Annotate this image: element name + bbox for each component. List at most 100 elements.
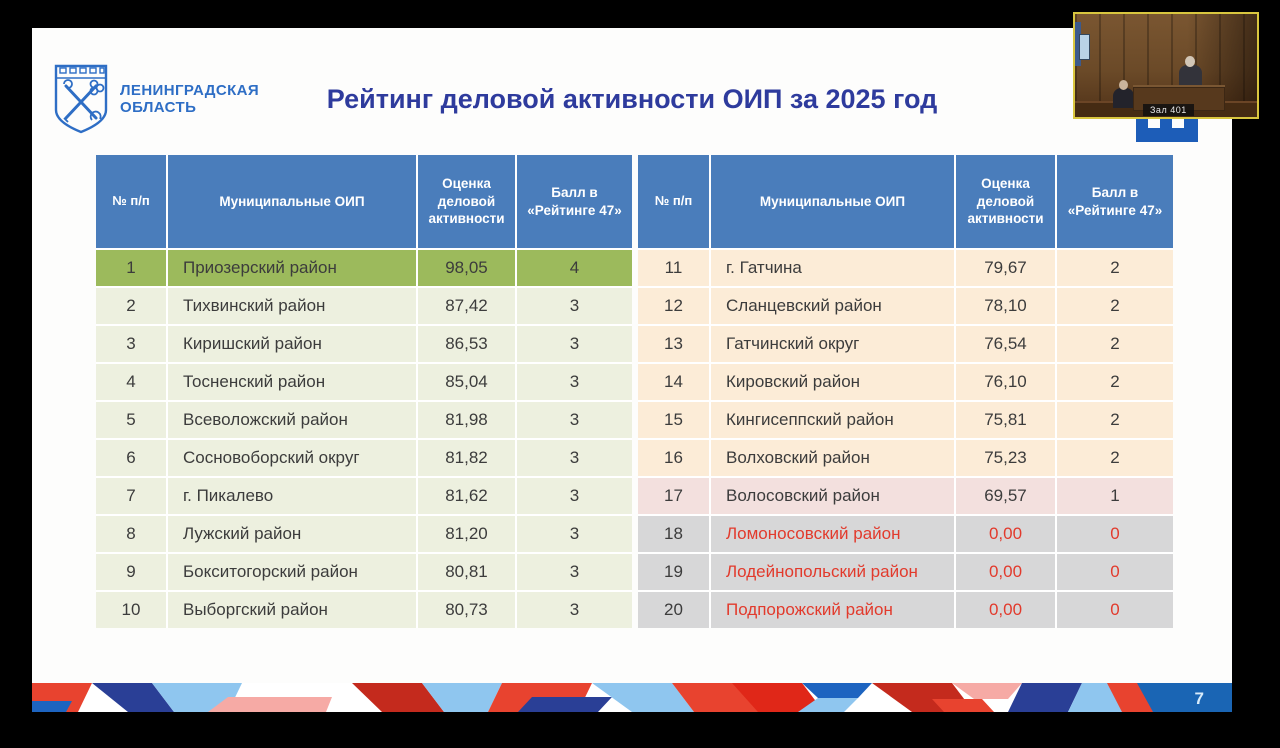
row-points: 3 (517, 516, 632, 552)
row-rank: 19 (638, 554, 709, 590)
row-score: 80,81 (418, 554, 515, 590)
row-rank: 13 (638, 326, 709, 362)
row-points: 3 (517, 326, 632, 362)
row-points: 0 (1057, 516, 1173, 552)
row-name: Тихвинский район (168, 288, 416, 324)
row-score: 86,53 (418, 326, 515, 362)
row-score: 0,00 (956, 554, 1055, 590)
row-score: 81,20 (418, 516, 515, 552)
row-points: 4 (517, 250, 632, 286)
row-name: Выборгский район (168, 592, 416, 628)
row-score: 85,04 (418, 364, 515, 400)
row-score: 81,82 (418, 440, 515, 476)
speaker-figure-head (1185, 56, 1195, 67)
column-header: Балл в «Рейтинге 47» (517, 155, 632, 248)
column-header: № п/п (638, 155, 709, 248)
hall-banner (1075, 22, 1081, 66)
row-name: Ломоносовский район (711, 516, 954, 552)
row-rank: 3 (96, 326, 166, 362)
rating-table-left: № п/п Муниципальные ОИП Оценка деловой акт… (96, 155, 632, 628)
row-rank: 8 (96, 516, 166, 552)
speaker-video-tile[interactable]: Зал 401 (1073, 12, 1259, 119)
row-score: 75,81 (956, 402, 1055, 438)
row-rank: 15 (638, 402, 709, 438)
row-rank: 14 (638, 364, 709, 400)
presentation-slide: ЛЕНИНГРАДСКАЯ ОБЛАСТЬ Рейтинг деловой ак… (32, 28, 1232, 712)
row-name: Волосовский район (711, 478, 954, 514)
column-header: Оценка деловой активности (418, 155, 515, 248)
row-rank: 17 (638, 478, 709, 514)
row-score: 0,00 (956, 516, 1055, 552)
row-points: 3 (517, 364, 632, 400)
row-score: 98,05 (418, 250, 515, 286)
row-points: 2 (1057, 288, 1173, 324)
row-points: 0 (1057, 592, 1173, 628)
row-rank: 6 (96, 440, 166, 476)
row-score: 78,10 (956, 288, 1055, 324)
row-name: Гатчинский округ (711, 326, 954, 362)
row-score: 81,62 (418, 478, 515, 514)
row-rank: 18 (638, 516, 709, 552)
row-score: 80,73 (418, 592, 515, 628)
row-points: 3 (517, 288, 632, 324)
row-points: 3 (517, 554, 632, 590)
row-rank: 2 (96, 288, 166, 324)
seated-participant-head (1119, 80, 1128, 90)
region-logo: ЛЕНИНГРАДСКАЯ ОБЛАСТЬ (54, 64, 259, 134)
row-points: 2 (1057, 440, 1173, 476)
row-name: Волховский район (711, 440, 954, 476)
row-rank: 11 (638, 250, 709, 286)
page-number: 7 (1194, 689, 1204, 708)
fortress-icon (1136, 119, 1198, 142)
row-score: 75,23 (956, 440, 1055, 476)
seated-participant (1113, 88, 1134, 108)
hall-screen (1079, 34, 1090, 60)
slide-title: Рейтинг деловой активности ОИП за 2025 г… (326, 84, 938, 114)
column-header: Муниципальные ОИП (168, 155, 416, 248)
row-rank: 5 (96, 402, 166, 438)
row-name: Киришский район (168, 326, 416, 362)
row-points: 3 (517, 402, 632, 438)
row-score: 69,57 (956, 478, 1055, 514)
row-points: 2 (1057, 326, 1173, 362)
row-rank: 9 (96, 554, 166, 590)
row-rank: 16 (638, 440, 709, 476)
row-score: 0,00 (956, 592, 1055, 628)
rating-table-right: № п/п Муниципальные ОИП Оценка деловой акт… (638, 155, 1173, 628)
row-rank: 4 (96, 364, 166, 400)
row-score: 76,54 (956, 326, 1055, 362)
video-tile-label: Зал 401 (1143, 104, 1194, 116)
row-name: Лужский район (168, 516, 416, 552)
row-name: Приозерский район (168, 250, 416, 286)
column-header: Муниципальные ОИП (711, 155, 954, 248)
coat-of-arms-icon (54, 64, 108, 134)
row-name: Сосновоборский округ (168, 440, 416, 476)
column-header: Балл в «Рейтинге 47» (1057, 155, 1173, 248)
column-header: № п/п (96, 155, 166, 248)
row-rank: 1 (96, 250, 166, 286)
row-points: 2 (1057, 364, 1173, 400)
row-points: 0 (1057, 554, 1173, 590)
row-name: Всеволожский район (168, 402, 416, 438)
row-name: Лодейнопольский район (711, 554, 954, 590)
footer-pattern: 7 (32, 683, 1232, 712)
row-rank: 20 (638, 592, 709, 628)
row-score: 81,98 (418, 402, 515, 438)
row-name: Бокситогорский район (168, 554, 416, 590)
row-rank: 12 (638, 288, 709, 324)
row-points: 3 (517, 478, 632, 514)
row-name: Подпорожский район (711, 592, 954, 628)
row-points: 2 (1057, 402, 1173, 438)
row-name: Тосненский район (168, 364, 416, 400)
column-header: Оценка деловой активности (956, 155, 1055, 248)
row-name: г. Пикалево (168, 478, 416, 514)
region-logo-text: ЛЕНИНГРАДСКАЯ ОБЛАСТЬ (120, 82, 260, 116)
row-rank: 7 (96, 478, 166, 514)
row-score: 87,42 (418, 288, 515, 324)
row-name: Кингисеппский район (711, 402, 954, 438)
row-name: Кировский район (711, 364, 954, 400)
row-rank: 10 (96, 592, 166, 628)
row-points: 2 (1057, 250, 1173, 286)
row-points: 3 (517, 592, 632, 628)
